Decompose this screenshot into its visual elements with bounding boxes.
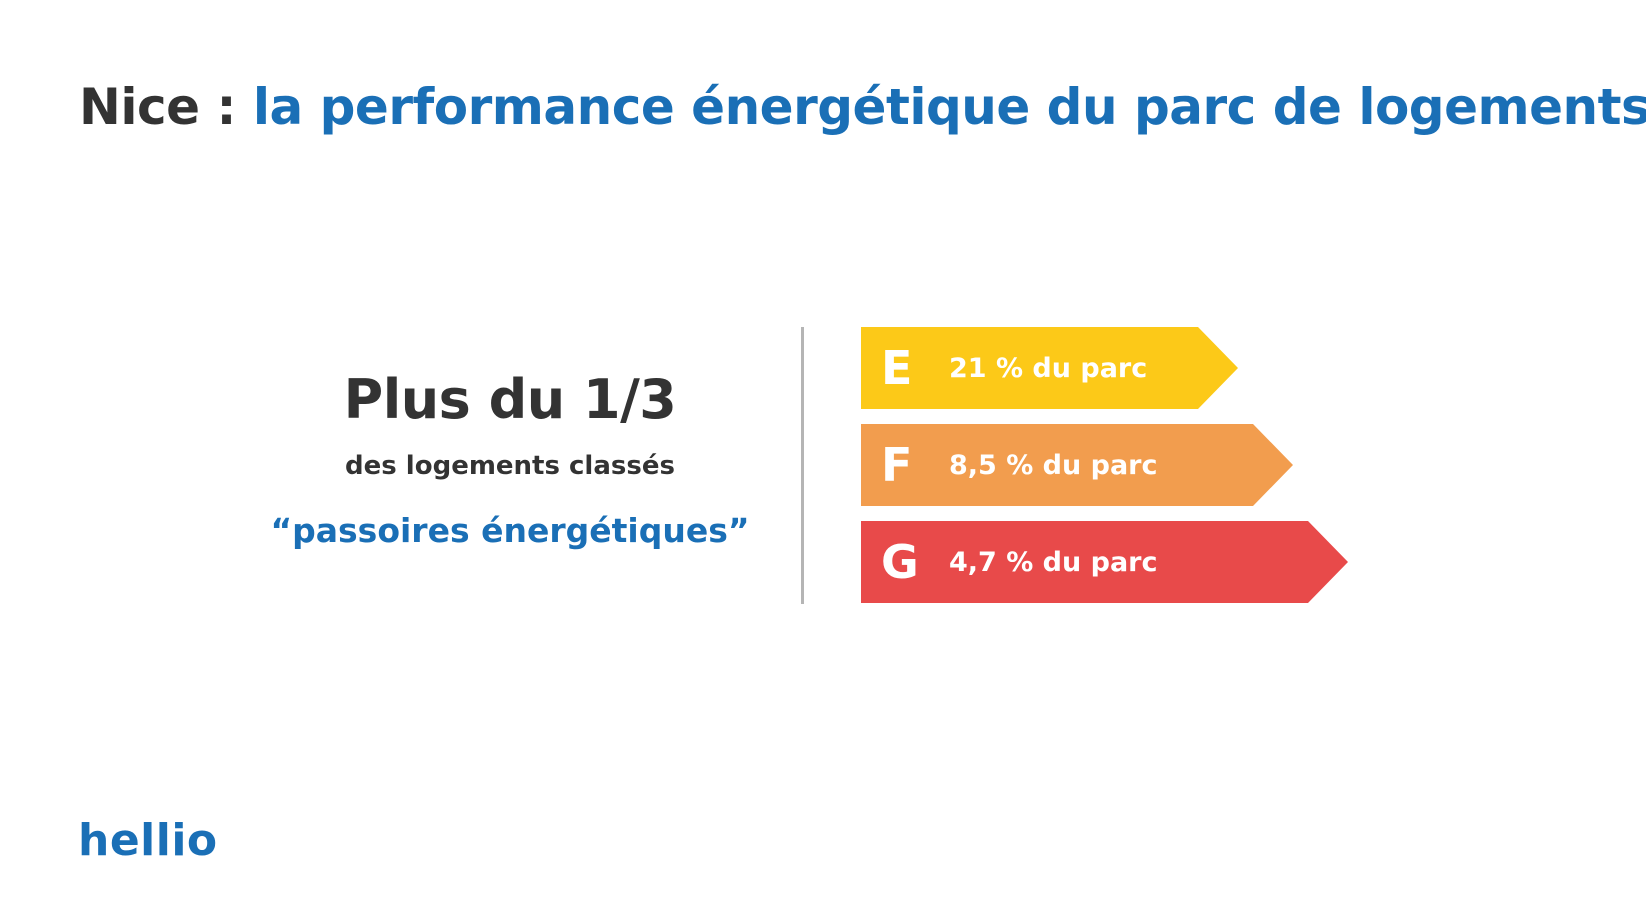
energy-class-label: 21 % du parc (949, 352, 1148, 384)
summary-block: Plus du 1/3 des logements classés “passo… (260, 360, 760, 554)
summary-quote: “passoires énergétiques” (270, 511, 750, 550)
energy-class-g-bar: G 4,7 % du parc (861, 521, 1348, 603)
energy-class-label: 8,5 % du parc (949, 449, 1158, 481)
title-separator: : (199, 78, 253, 136)
energy-class-label: 4,7 % du parc (949, 546, 1158, 578)
energy-class-letter: E (881, 341, 913, 395)
energy-class-letter: G (881, 535, 919, 589)
energy-class-e-bar: E 21 % du parc (861, 327, 1238, 409)
vertical-divider (801, 327, 804, 604)
title-subject: la performance énergétique du parc de lo… (252, 78, 1646, 136)
summary-headline: Plus du 1/3 (343, 368, 677, 431)
energy-class-letter: F (881, 438, 913, 492)
summary-subtitle: des logements classés (345, 451, 675, 481)
page-title: Nice : la performance énergétique du par… (79, 72, 1646, 142)
title-city: Nice (79, 78, 200, 136)
energy-class-f-bar: F 8,5 % du parc (861, 424, 1293, 506)
brand-logo: hellio (78, 815, 218, 866)
